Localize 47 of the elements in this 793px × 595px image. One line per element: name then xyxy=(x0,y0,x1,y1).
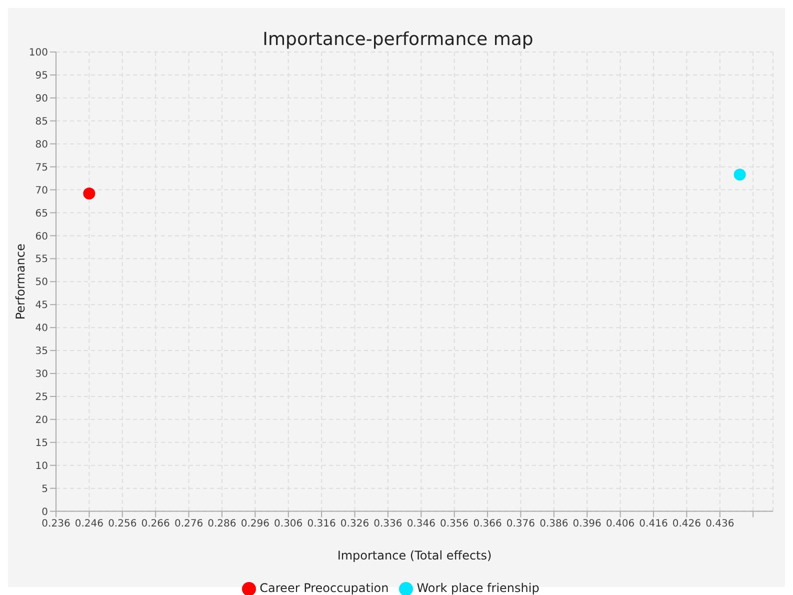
x-tick-label: 0.366 xyxy=(473,518,502,530)
y-tick-label: 95 xyxy=(35,70,48,82)
x-tick-label: 0.256 xyxy=(108,518,137,530)
x-tick-label: 0.346 xyxy=(406,518,436,530)
y-tick-label: 100 xyxy=(28,48,48,59)
y-tick-label: 50 xyxy=(35,277,48,288)
legend-label: Work place frienship xyxy=(416,581,540,595)
y-tick-label: 75 xyxy=(35,162,48,174)
x-tick-label: 0.426 xyxy=(672,518,702,530)
y-tick-label: 80 xyxy=(35,139,48,150)
x-tick-label: 0.436 xyxy=(706,518,734,530)
x-tick-label: 0.406 xyxy=(606,518,635,530)
x-tick-label: 0.316 xyxy=(307,518,336,530)
y-tick-label: 85 xyxy=(35,116,48,128)
y-tick-label: 15 xyxy=(35,438,48,449)
x-tick-label: 0.286 xyxy=(208,518,236,530)
x-tick-label: 0.306 xyxy=(274,518,303,530)
y-tick-label: 65 xyxy=(35,208,48,220)
x-tick-label: 0.296 xyxy=(240,518,270,530)
y-tick-label: 20 xyxy=(35,414,48,426)
chart-title: Importance-performance map xyxy=(262,29,534,50)
y-tick-label: 70 xyxy=(35,185,48,196)
y-tick-label: 0 xyxy=(42,506,48,518)
x-tick-label: 0.416 xyxy=(639,518,668,530)
x-tick-label: 0.266 xyxy=(141,518,170,530)
y-tick-label: 5 xyxy=(42,484,48,495)
y-tick-label: 30 xyxy=(35,369,48,380)
y-tick-label: 40 xyxy=(35,323,48,334)
x-tick-label: 0.386 xyxy=(540,518,568,530)
y-tick-label: 10 xyxy=(35,460,48,472)
legend-label: Career Preoccupation xyxy=(260,581,389,595)
y-tick-label: 60 xyxy=(35,231,48,242)
y-tick-label: 45 xyxy=(35,300,48,312)
y-tick-label: 25 xyxy=(35,392,48,404)
x-tick-label: 0.246 xyxy=(74,518,104,530)
y-tick-label: 55 xyxy=(35,254,48,266)
y-axis-title: Performance xyxy=(13,244,28,320)
x-tick-label: 0.396 xyxy=(572,518,602,530)
x-tick-label: 0.356 xyxy=(440,518,469,530)
x-tick-label: 0.276 xyxy=(174,518,204,530)
x-tick-label: 0.336 xyxy=(374,518,402,530)
x-tick-label: 0.376 xyxy=(506,518,536,530)
x-axis-title: Importance (Total effects) xyxy=(337,548,492,562)
x-tick-label: 0.236 xyxy=(42,518,70,530)
x-tick-label: 0.326 xyxy=(340,518,370,530)
y-tick-label: 35 xyxy=(35,346,48,358)
y-tick-label: 90 xyxy=(35,93,48,104)
